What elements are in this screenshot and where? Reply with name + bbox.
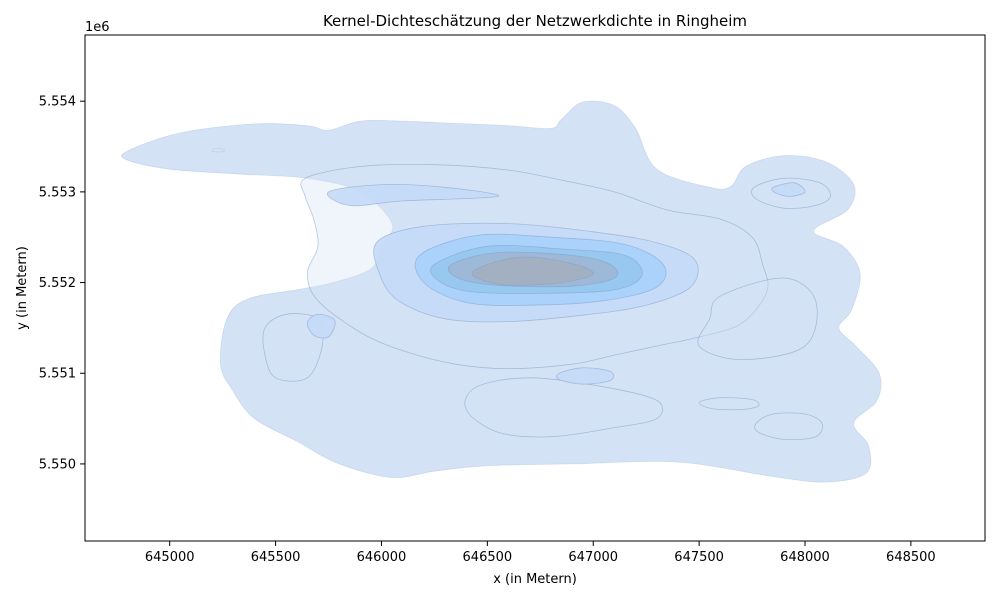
contour-level-3-region-5	[556, 367, 615, 385]
x-tick-label: 646000	[357, 550, 407, 565]
y-tick-label: 5.551	[39, 367, 76, 382]
contour-level-3-region-2	[326, 184, 499, 207]
contour-level-7-region-1	[471, 256, 594, 286]
contour-level-2-region-7	[697, 277, 818, 361]
contour-level-2-region-4	[754, 412, 823, 441]
x-axis: 645000 645500 646000 646500 647000 647500 6480…	[145, 541, 936, 565]
x-tick-label: 645500	[251, 550, 301, 565]
x-tick-label: 645000	[145, 550, 195, 565]
contour-level-3-region-3	[306, 313, 336, 339]
contour-level-2-region-2	[262, 313, 324, 382]
y-axis: 5.550 5.551 5.552 5.553 5.554	[39, 95, 85, 472]
x-tick-label: 646500	[463, 550, 513, 565]
y-tick-label: 5.550	[39, 457, 76, 472]
y-tick-label: 5.552	[39, 276, 76, 291]
contour-layer	[120, 100, 882, 483]
x-tick-label: 648500	[886, 550, 936, 565]
y-tick-label: 5.554	[39, 95, 76, 110]
contour-level-3-region-4	[771, 182, 806, 197]
x-axis-label: x (in Metern)	[493, 572, 577, 587]
x-tick-label: 648000	[780, 550, 830, 565]
x-tick-label: 647500	[674, 550, 724, 565]
y-offset-label: 1e6	[85, 20, 110, 35]
y-axis-label: y (in Metern)	[15, 246, 30, 330]
x-tick-label: 647000	[568, 550, 618, 565]
chart-title: Kernel-Dichteschätzung der Netzwerkdicht…	[323, 12, 747, 30]
contour-level-1-region-2	[211, 147, 226, 153]
plot-frame	[84, 34, 986, 542]
y-tick-label: 5.553	[39, 185, 76, 200]
contour-level-2-region-5	[698, 397, 760, 411]
